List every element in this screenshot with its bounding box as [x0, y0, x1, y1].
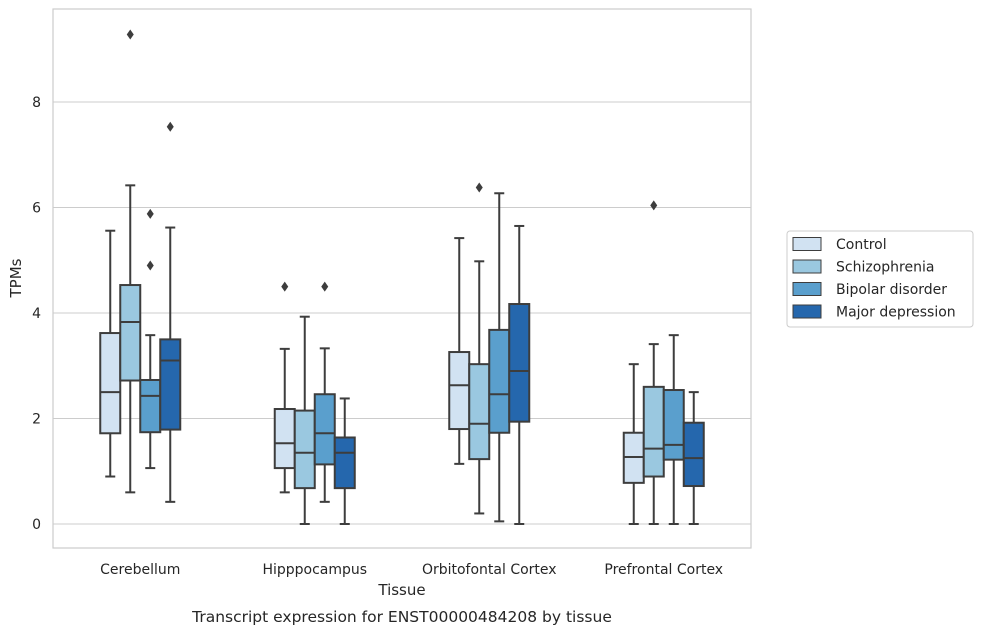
box-3-3 [682, 391, 705, 525]
box-body [313, 393, 336, 466]
y-tick-label-1: 2 [32, 412, 41, 428]
box-body [682, 421, 705, 488]
x-tick-labels: Cerebellum Hipppocampus Orbitofontal Corte… [100, 562, 723, 578]
legend: Control Schizophrenia Bipolar disorder Majo… [786, 230, 974, 328]
box-body [468, 363, 491, 461]
legend-swatch-2 [792, 282, 822, 296]
outlier-0 [475, 182, 483, 193]
box-body [488, 328, 511, 434]
outlier-0 [321, 281, 329, 292]
box-body [508, 303, 531, 423]
y-axis-label: TPMs [7, 258, 25, 298]
y-tick-label-3: 6 [32, 201, 41, 217]
legend-frame [786, 230, 974, 328]
box-3-1 [333, 397, 356, 525]
legend-swatch-1 [792, 259, 822, 274]
box-body [273, 408, 296, 470]
box-1-0 [119, 29, 142, 494]
outlier-0 [281, 281, 289, 292]
y-tick-label-2: 4 [32, 306, 41, 322]
box-0-0 [99, 229, 122, 478]
box-body [139, 378, 162, 434]
box-0-2 [448, 237, 471, 465]
outlier-0 [146, 260, 154, 271]
legend-label-0: Control [836, 237, 887, 253]
box-2-0 [139, 208, 162, 470]
legend-label-3: Major depression [836, 305, 956, 321]
y-tick-labels: 0 2 4 6 8 [32, 95, 41, 533]
legend-label-1: Schizophrenia [836, 260, 934, 276]
box-1-1 [293, 315, 316, 525]
outlier-0 [650, 200, 658, 211]
box-3-0 [159, 121, 182, 503]
box-3-2 [508, 224, 531, 525]
x-tick-label-2: Orbitofontal Cortex [422, 562, 557, 578]
legend-swatch-0 [792, 237, 822, 251]
boxes [99, 29, 705, 525]
box-body [119, 284, 142, 382]
box-0-3 [622, 363, 645, 525]
plot-frame [52, 8, 752, 549]
x-tick-label-3: Prefrontal Cortex [604, 562, 723, 578]
legend-swatch-3 [792, 304, 822, 319]
box-1-3 [642, 200, 665, 525]
x-tick-label-0: Cerebellum [100, 562, 180, 578]
box-2-1 [313, 281, 336, 503]
box-2-3 [662, 334, 685, 525]
box-1-2 [468, 182, 491, 515]
box-body [662, 389, 685, 461]
chart-caption: Transcript expression for ENST0000048420… [191, 608, 612, 626]
box-body [293, 409, 316, 490]
x-tick-label-1: Hipppocampus [262, 562, 367, 578]
box-0-1 [273, 281, 296, 494]
box-body [99, 332, 122, 435]
y-tick-label-0: 0 [32, 517, 41, 533]
outlier-0 [166, 121, 174, 132]
outlier-1 [146, 208, 154, 219]
outlier-0 [126, 29, 134, 40]
box-body [642, 385, 665, 478]
box-2-2 [488, 192, 511, 523]
box-body [159, 338, 182, 431]
box-body [448, 351, 471, 431]
box-body [333, 436, 356, 490]
legend-label-2: Bipolar disorder [836, 282, 947, 298]
x-axis-label: Tissue [377, 581, 425, 599]
y-tick-label-4: 8 [32, 95, 41, 111]
